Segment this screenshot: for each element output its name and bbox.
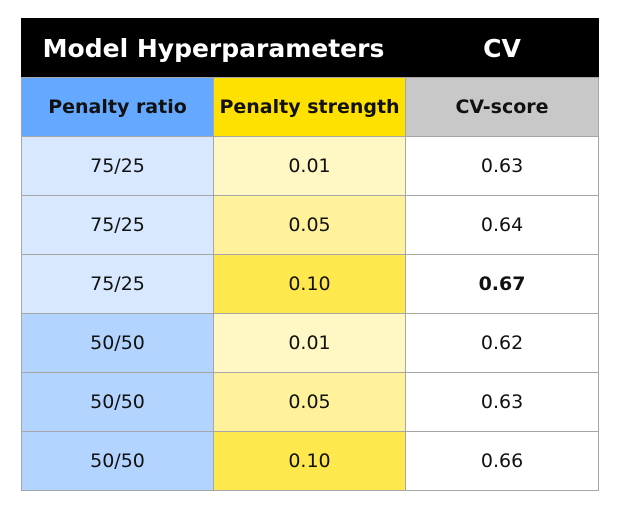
cell-cv-score: 0.67	[405, 254, 600, 314]
table-row: 50/50 0.01 0.62	[21, 313, 600, 373]
table-row: 50/50 0.05 0.63	[21, 372, 600, 432]
cell-penalty-strength: 0.05	[212, 195, 407, 255]
group-header-cv: CV	[405, 18, 600, 78]
cell-penalty-ratio: 50/50	[21, 372, 214, 432]
cell-cv-score: 0.63	[405, 136, 600, 196]
cell-penalty-ratio: 75/25	[21, 195, 214, 255]
cell-cv-score: 0.62	[405, 313, 600, 373]
group-header-model-hyperparameters: Model Hyperparameters	[20, 18, 407, 78]
cell-penalty-strength: 0.01	[212, 136, 407, 196]
table-body: 75/25 0.01 0.63 75/25 0.05 0.64 75/25 0.10 0.67 5…	[21, 136, 600, 491]
table-row: 75/25 0.10 0.67	[21, 254, 600, 314]
cell-cv-score: 0.66	[405, 431, 600, 491]
group-header-row: Model Hyperparameters CV	[20, 18, 600, 78]
cell-penalty-ratio: 75/25	[21, 136, 214, 196]
cell-penalty-ratio: 50/50	[21, 313, 214, 373]
table-row: 75/25 0.05 0.64	[21, 195, 600, 255]
table-row: 50/50 0.10 0.66	[21, 431, 600, 491]
hyperparameter-table: Model Hyperparameters CV Penalty ratio P…	[20, 18, 600, 491]
column-header-penalty-ratio: Penalty ratio	[21, 77, 214, 137]
column-header-penalty-strength: Penalty strength	[212, 77, 407, 137]
cell-penalty-ratio: 50/50	[21, 431, 214, 491]
cell-penalty-ratio: 75/25	[21, 254, 214, 314]
cell-cv-score: 0.64	[405, 195, 600, 255]
cell-penalty-strength: 0.01	[212, 313, 407, 373]
cell-cv-score: 0.63	[405, 372, 600, 432]
cell-penalty-strength: 0.10	[212, 431, 407, 491]
cell-penalty-strength: 0.10	[212, 254, 407, 314]
column-header-row: Penalty ratio Penalty strength CV-score	[21, 77, 600, 137]
column-header-cv-score: CV-score	[405, 77, 600, 137]
table-row: 75/25 0.01 0.63	[21, 136, 600, 196]
cell-penalty-strength: 0.05	[212, 372, 407, 432]
